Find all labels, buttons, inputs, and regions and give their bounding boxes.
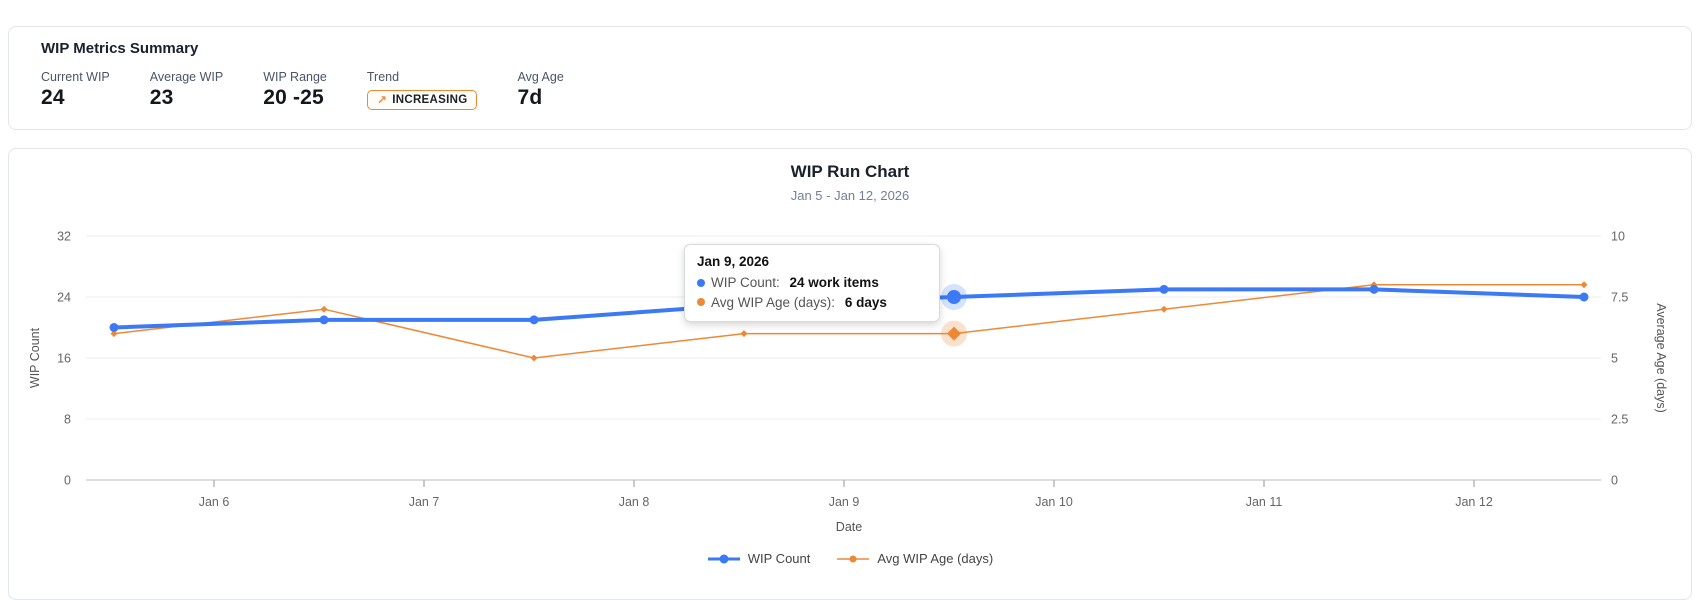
metric-label: Average WIP bbox=[149, 70, 224, 84]
tooltip-age-value: 6 days bbox=[844, 294, 887, 310]
y-right-axis-title: Average Age (days) bbox=[1654, 303, 1668, 413]
metric-wip-range: WIP Range 20 -25 bbox=[263, 70, 327, 110]
avg-age-dot-icon bbox=[697, 298, 705, 307]
wip-count-data-point[interactable] bbox=[1579, 292, 1589, 302]
wip-count-data-point[interactable] bbox=[1369, 284, 1379, 294]
y-left-axis-title: WIP Count bbox=[28, 327, 42, 388]
x-tick-label: Jan 8 bbox=[619, 495, 650, 509]
summary-title: WIP Metrics Summary bbox=[41, 40, 199, 57]
metric-label: Current WIP bbox=[41, 70, 110, 84]
avg-age-data-point[interactable] bbox=[740, 330, 748, 338]
avg-age-legend-marker-icon bbox=[837, 555, 870, 562]
metric-current-wip: Current WIP 24 bbox=[41, 70, 110, 110]
x-tick-label: Jan 6 bbox=[199, 495, 230, 509]
legend-label: Avg WIP Age (days) bbox=[877, 551, 994, 566]
y-right-tick-label: 5 bbox=[1611, 352, 1618, 366]
chart-title: WIP Run Chart bbox=[790, 162, 910, 181]
x-tick-label: Jan 12 bbox=[1455, 495, 1493, 509]
wip-count-dot-icon bbox=[697, 278, 705, 287]
tooltip-wip-value: 24 work items bbox=[789, 275, 879, 290]
y-left-tick-label: 0 bbox=[64, 474, 71, 488]
avg-age-data-point[interactable] bbox=[1580, 281, 1588, 289]
avg-age-data-point[interactable] bbox=[947, 326, 961, 341]
wip-metrics-summary-card: WIP Metrics Summary Current WIP 24 Avera… bbox=[8, 26, 1692, 130]
metric-value: 24 bbox=[41, 86, 65, 109]
y-right-tick-label: 0 bbox=[1611, 474, 1618, 488]
y-left-tick-label: 24 bbox=[57, 291, 71, 305]
wip-count-data-point[interactable] bbox=[529, 315, 539, 325]
wip-count-legend-marker-icon bbox=[707, 554, 740, 563]
y-right-tick-label: 10 bbox=[1611, 230, 1625, 244]
y-right-tick-label: 7.5 bbox=[1611, 291, 1628, 305]
legend-item-avg-age[interactable]: Avg WIP Age (days) bbox=[836, 551, 993, 566]
metric-value: 23 bbox=[149, 86, 174, 109]
metric-label: Avg Age bbox=[517, 70, 564, 84]
tooltip-date: Jan 9, 2026 bbox=[697, 254, 770, 269]
metric-label: Trend bbox=[366, 70, 400, 84]
metric-avg-age: Avg Age 7d bbox=[517, 70, 563, 110]
x-tick-label: Jan 7 bbox=[409, 495, 440, 509]
wip-count-data-point[interactable] bbox=[319, 315, 329, 325]
trend-badge: ↗ INCREASING bbox=[366, 90, 478, 110]
wip-run-chart[interactable]: 0 0 8 2.5 16 5 24 7.5 32 10 Jan 6 Jan 7 Jan 8 Jan 9 Ja… bbox=[9, 209, 1693, 549]
legend-item-wip-count[interactable]: WIP Count bbox=[707, 551, 811, 566]
metric-value: 7d bbox=[517, 86, 543, 109]
metric-average-wip: Average WIP 23 bbox=[150, 70, 223, 110]
x-axis-title: Date bbox=[836, 520, 862, 534]
chart-legend: WIP Count Avg WIP Age (days) bbox=[9, 551, 1691, 566]
trend-up-arrow-icon: ↗ bbox=[376, 93, 388, 107]
y-left-tick-label: 16 bbox=[57, 352, 71, 366]
wip-count-data-point[interactable] bbox=[109, 323, 119, 332]
legend-label: WIP Count bbox=[747, 551, 811, 566]
tooltip-row-wip: WIP Count: 24 work items bbox=[697, 273, 927, 293]
avg-age-data-point[interactable] bbox=[1160, 305, 1168, 313]
metric-value: 20 -25 bbox=[263, 86, 324, 109]
y-left-tick-label: 8 bbox=[64, 413, 71, 427]
avg-age-data-point[interactable] bbox=[530, 354, 538, 362]
x-tick-label: Jan 9 bbox=[829, 495, 860, 509]
wip-run-chart-card: WIP Run Chart Jan 5 - Jan 12, 2026 0 0 8 2.… bbox=[8, 148, 1692, 600]
trend-badge-label: INCREASING bbox=[392, 94, 468, 106]
x-tick-label: Jan 10 bbox=[1035, 495, 1073, 509]
avg-age-data-point[interactable] bbox=[110, 330, 118, 338]
metrics-row: Current WIP 24 Average WIP 23 WIP Range … bbox=[41, 70, 1659, 110]
avg-age-data-point[interactable] bbox=[320, 305, 328, 313]
tooltip-row-age: Avg WIP Age (days): 6 days bbox=[697, 293, 927, 313]
wip-count-data-point[interactable] bbox=[1159, 284, 1169, 294]
y-left-tick-label: 32 bbox=[57, 230, 71, 244]
wip-count-data-point[interactable] bbox=[947, 290, 961, 304]
chart-subtitle: Jan 5 - Jan 12, 2026 bbox=[790, 188, 910, 203]
x-tick-label: Jan 11 bbox=[1246, 495, 1283, 509]
chart-tooltip: Jan 9, 2026 WIP Count: 24 work items Avg… bbox=[684, 244, 940, 323]
metric-label: WIP Range bbox=[263, 70, 327, 84]
metric-trend: Trend ↗ INCREASING bbox=[366, 70, 478, 110]
y-right-tick-label: 2.5 bbox=[1611, 413, 1628, 427]
